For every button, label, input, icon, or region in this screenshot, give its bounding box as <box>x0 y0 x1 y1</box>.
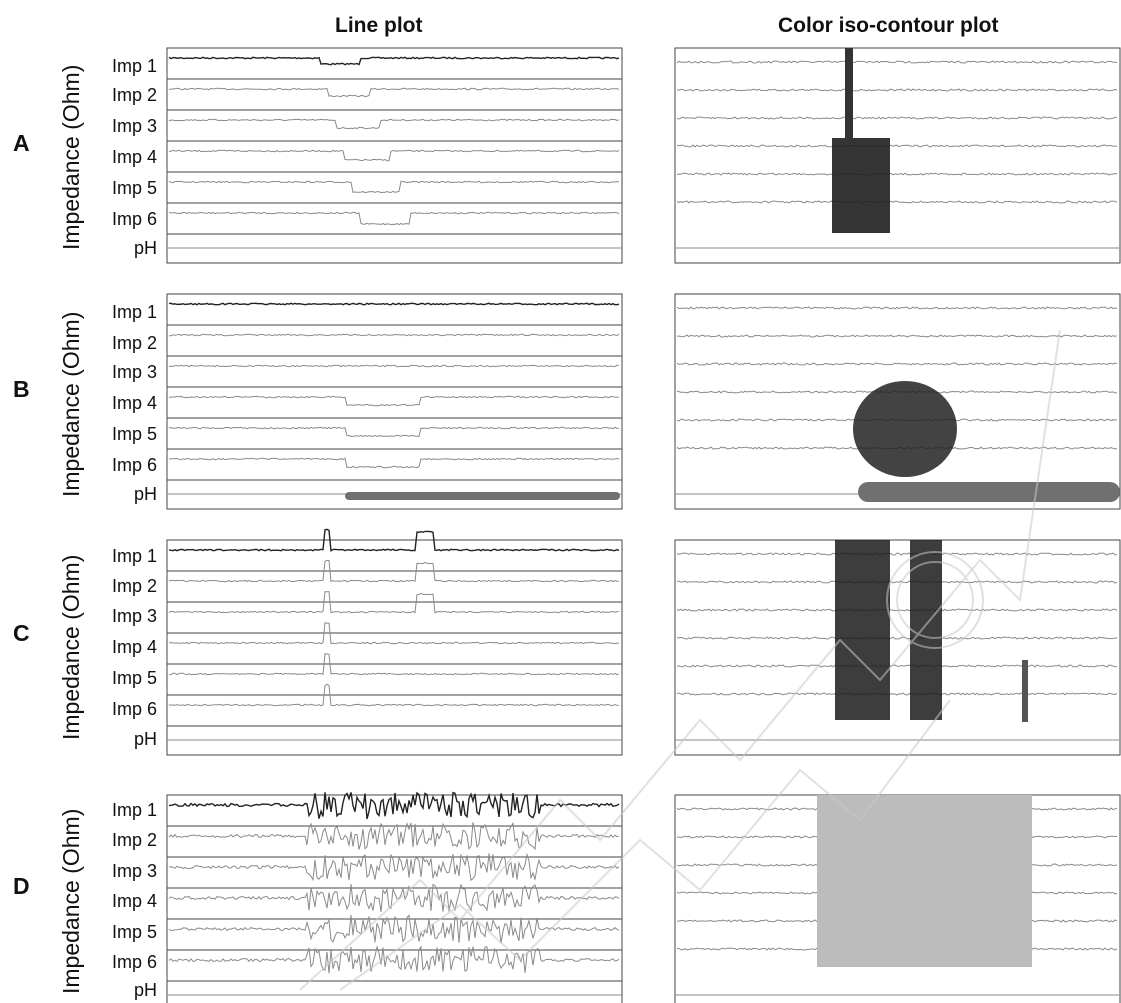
channel-label-imp3: Imp 3 <box>111 362 157 382</box>
impedance-trace <box>168 426 620 438</box>
channel-label-imp5: Imp 5 <box>111 178 157 198</box>
channel-label-imp2: Imp 2 <box>111 830 157 850</box>
line-plot-frame <box>166 47 623 264</box>
contour-trace <box>677 692 1118 696</box>
contour-gas-spike <box>1022 660 1028 722</box>
contour-gas-region <box>835 540 890 720</box>
contour-trace <box>676 172 1118 176</box>
channel-label-imp3: Imp 3 <box>111 606 157 626</box>
channel-label-ph: pH <box>133 484 157 504</box>
impedance-trace <box>168 149 620 162</box>
impedance-trace <box>168 457 620 469</box>
contour-trace <box>676 60 1118 64</box>
impedance-trace <box>169 333 620 337</box>
channel-label-imp1: Imp 1 <box>111 546 157 566</box>
channel-label-imp3: Imp 3 <box>111 116 157 136</box>
channel-label-imp4: Imp 4 <box>111 637 157 657</box>
contour-mixed-region <box>817 795 1032 967</box>
panel-letter: B <box>13 376 30 402</box>
impedance-trace <box>168 395 620 407</box>
impedance-trace <box>168 118 620 130</box>
impedance-trace <box>168 364 619 368</box>
contour-bolus-region <box>832 138 890 233</box>
contour-trace <box>676 580 1118 584</box>
ph-acid-band <box>345 492 620 500</box>
contour-trace <box>676 144 1117 148</box>
channel-label-imp3: Imp 3 <box>111 861 157 881</box>
contour-reflux-region <box>853 381 957 477</box>
contour-gas-region <box>910 540 942 720</box>
line-plot-title: Line plot <box>335 14 423 37</box>
contour-trace <box>676 664 1118 668</box>
channel-label-imp2: Imp 2 <box>111 333 157 353</box>
channel-label-imp2: Imp 2 <box>111 576 157 596</box>
channel-label-imp4: Imp 4 <box>111 891 157 911</box>
contour-trace <box>676 88 1118 92</box>
impedance-trace <box>168 211 620 226</box>
contour-plot-title: Color iso-contour plot <box>778 14 999 37</box>
contour-trace <box>676 200 1118 204</box>
contour-trace <box>676 608 1118 612</box>
channel-label-ph: pH <box>133 980 157 1000</box>
channel-label-imp6: Imp 6 <box>111 952 157 972</box>
contour-trace <box>676 552 1118 556</box>
channel-label-imp6: Imp 6 <box>111 699 157 719</box>
impedance-trace <box>168 302 620 306</box>
contour-bolus-spike <box>845 48 853 138</box>
panel-letter: C <box>13 620 30 646</box>
contour-plot-frame <box>674 47 1121 264</box>
line-plot-frame <box>166 539 623 756</box>
channel-label-imp1: Imp 1 <box>111 56 157 76</box>
contour-ph-acid-band <box>858 482 1120 502</box>
channel-label-imp5: Imp 5 <box>111 668 157 688</box>
channel-label-imp6: Imp 6 <box>111 455 157 475</box>
line-plot-frame <box>166 293 623 510</box>
channel-label-imp1: Imp 1 <box>111 800 157 820</box>
channel-label-imp4: Imp 4 <box>111 393 157 413</box>
panel-letter: A <box>13 130 30 156</box>
impedance-trace <box>168 945 620 974</box>
channel-label-imp5: Imp 5 <box>111 922 157 942</box>
contour-trace <box>676 334 1118 338</box>
channel-label-imp1: Imp 1 <box>111 302 157 322</box>
impedance-trace <box>168 87 620 98</box>
channel-label-ph: pH <box>133 238 157 258</box>
channel-label-imp5: Imp 5 <box>111 424 157 444</box>
impedance-trace <box>168 180 620 194</box>
impedance-trace <box>168 791 620 820</box>
channel-label-imp2: Imp 2 <box>111 85 157 105</box>
channel-label-imp4: Imp 4 <box>111 147 157 167</box>
contour-trace <box>676 116 1118 120</box>
contour-plot-frame <box>674 539 1121 756</box>
contour-trace <box>676 362 1118 366</box>
channel-label-imp6: Imp 6 <box>111 209 157 229</box>
panel-letter: D <box>13 873 30 899</box>
contour-trace <box>676 636 1118 640</box>
channel-label-ph: pH <box>133 729 157 749</box>
impedance-trace <box>168 56 620 66</box>
contour-trace <box>676 306 1118 310</box>
